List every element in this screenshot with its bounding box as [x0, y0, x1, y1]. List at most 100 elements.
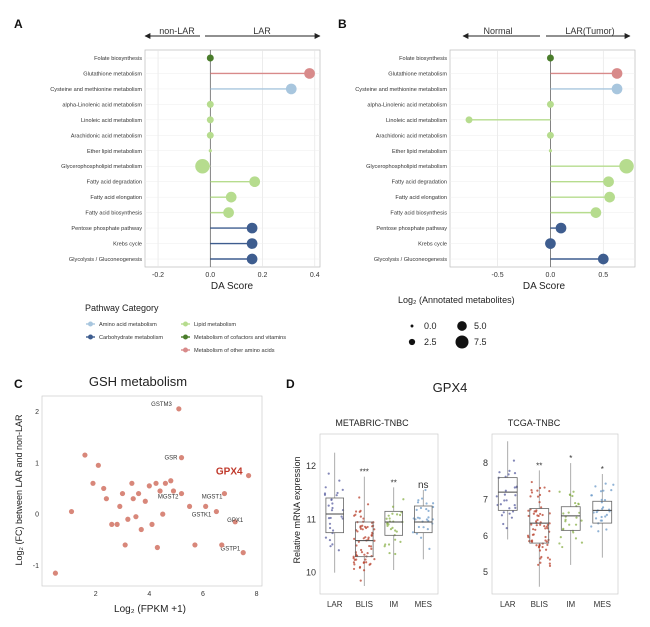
box-jitter-point — [503, 499, 506, 502]
box-jitter-point — [416, 501, 420, 504]
legend-item-label: Amino acid metabolism — [99, 322, 157, 328]
box-jitter-point — [327, 504, 330, 507]
box-jitter-point — [329, 516, 332, 520]
box-rect — [325, 497, 344, 534]
box-jitter-point — [508, 469, 511, 472]
box-jitter-point — [358, 496, 361, 499]
box-jitter-point — [530, 489, 533, 492]
legend-swatch-dot — [183, 334, 188, 340]
box-jitter-point — [353, 537, 356, 540]
box-jitter-point — [362, 569, 366, 572]
box-jitter-point — [538, 493, 542, 497]
box-jitter-point — [590, 525, 593, 528]
x-tick-label: -0.5 — [492, 272, 504, 279]
scatter-point — [162, 480, 169, 486]
box-jitter-point — [558, 490, 561, 493]
lollipop-point — [195, 159, 210, 174]
box-jitter-point — [417, 499, 420, 502]
box-jitter-point — [328, 538, 332, 542]
box-jitter-point — [327, 472, 330, 475]
box-jitter-point — [324, 536, 328, 539]
significance-label: ** — [536, 461, 542, 470]
scatter-point — [168, 478, 174, 484]
box-jitter-point — [577, 502, 580, 505]
legend-swatch-dot — [183, 321, 188, 327]
panel-b: Normal LAR(Tumor) -0.5 0.0 0.5 Folate biosy… — [355, 26, 636, 292]
box-jitter-point — [599, 519, 602, 522]
box-jitter-point — [500, 514, 504, 517]
box-jitter-point — [432, 505, 435, 509]
panel-c: GSH metabolism 2 4 6 8 -1 0 1 2 GSTM3 GSR GPX4 MGST… — [14, 374, 263, 615]
panel-d: GPX4 METABRIC-TNBC TCGA-TNBC Relative mR… — [292, 380, 619, 609]
box-jitter-point — [572, 490, 575, 493]
box-jitter-point — [352, 561, 356, 564]
legend-item-label: Metabolism of other amino acids — [194, 348, 275, 354]
box-jitter-point — [427, 509, 430, 512]
scatter-point — [146, 483, 152, 489]
box-rect — [413, 505, 433, 534]
box-jitter-point — [580, 519, 583, 522]
lollipop-point — [619, 159, 634, 174]
pathway-label: Fatty acid elongation — [90, 195, 142, 201]
gene-label: GPX4 — [216, 467, 243, 478]
box-jitter-point — [386, 524, 389, 527]
panel-c-title: GSH metabolism — [89, 374, 187, 389]
box-jitter-point — [574, 501, 577, 505]
box-jitter-point — [420, 497, 424, 500]
box-jitter-point — [415, 532, 419, 535]
y-tick-label: 11 — [307, 514, 316, 524]
box-jitter-point — [340, 515, 343, 518]
box-jitter-point — [535, 524, 538, 527]
pathway-label: Krebs cycle — [418, 242, 447, 248]
box-jitter-point — [539, 512, 542, 516]
box-jitter-point — [425, 502, 428, 505]
pathway-label: Fatty acid degradation — [392, 180, 447, 186]
box-jitter-point — [388, 551, 391, 555]
box-jitter-point — [394, 538, 397, 541]
scatter-point — [232, 519, 238, 525]
box-jitter-point — [431, 502, 435, 505]
size-legend-label: 0.0 — [424, 321, 437, 331]
panel-letter-d: D — [286, 377, 295, 391]
box-jitter-point — [389, 528, 393, 531]
box-jitter-point — [328, 526, 332, 530]
box-jitter-point — [605, 528, 608, 531]
box-jitter-point — [548, 558, 551, 561]
box-rect — [354, 521, 374, 558]
lollipop-point — [604, 191, 615, 203]
box-jitter-point — [352, 557, 355, 560]
lollipop-point — [548, 149, 553, 153]
box-rect — [560, 506, 581, 531]
plot-frame-a — [144, 49, 321, 268]
box-jitter-point — [594, 517, 598, 520]
box-jitter-point — [548, 564, 552, 567]
box-jitter-point — [394, 552, 397, 556]
legend-item-label: Lipid metabolism — [194, 322, 236, 328]
box-jitter-point — [411, 531, 415, 534]
y-tick-label: 8 — [483, 458, 488, 468]
plot-frame-d-right — [491, 433, 619, 595]
scatter-point — [130, 496, 136, 502]
y-tick-label: 1 — [35, 460, 39, 467]
panel-d-right-title: TCGA-TNBC — [508, 418, 561, 428]
scatter-point — [240, 550, 246, 556]
legend-swatch-dot — [88, 334, 93, 340]
scatter-point — [95, 462, 101, 468]
xlabel-c: Log₂ (FPKM +1) — [114, 604, 186, 615]
box-jitter-point — [559, 536, 562, 539]
box-jitter-point — [331, 529, 335, 532]
box-jitter-point — [353, 563, 356, 566]
box-jitter-point — [604, 515, 607, 518]
category-label: BLIS — [531, 600, 548, 609]
box-jitter-point — [373, 539, 376, 542]
box-jitter-point — [359, 525, 362, 529]
y-tick-label: 10 — [306, 568, 316, 578]
significance-label: ns — [418, 480, 429, 491]
box-jitter-point — [419, 536, 423, 539]
scatter-point — [213, 508, 219, 515]
scatter-point — [153, 480, 159, 486]
scatter-point — [119, 490, 126, 497]
category-label: BLIS — [356, 600, 373, 609]
box-jitter-point — [510, 516, 513, 519]
lollipop-point — [225, 191, 237, 203]
